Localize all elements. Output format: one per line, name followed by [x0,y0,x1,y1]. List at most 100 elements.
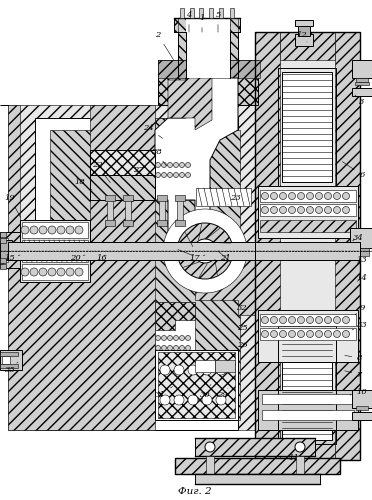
Circle shape [155,346,160,350]
Bar [298,24,310,36]
Bar [8,242,255,260]
Circle shape [21,268,29,276]
Circle shape [295,442,305,452]
Bar [155,302,195,357]
Bar [175,195,185,201]
Polygon shape [35,260,238,430]
Circle shape [262,316,269,324]
Bar [123,195,133,201]
Bar [352,390,372,408]
Text: 10: 10 [350,388,368,396]
Bar [175,458,340,474]
Bar [2,356,10,364]
Bar [258,390,358,430]
Text: 3: 3 [355,95,365,106]
Polygon shape [155,118,195,155]
Bar [255,242,360,260]
Polygon shape [280,430,335,460]
Circle shape [188,395,198,405]
Circle shape [167,162,173,168]
Circle shape [75,268,83,276]
Polygon shape [195,260,255,315]
Circle shape [307,206,314,214]
Circle shape [186,336,190,340]
Bar [159,200,165,222]
Circle shape [216,395,226,405]
Bar [195,474,320,484]
Polygon shape [155,350,238,420]
Bar [155,118,195,200]
Bar [355,82,369,85]
Bar [178,18,186,78]
Circle shape [279,330,286,338]
Bar [0,238,6,243]
Bar [123,220,133,226]
Circle shape [334,192,340,200]
Circle shape [174,395,184,405]
Text: 9: 9 [355,304,365,315]
Bar [180,8,184,18]
Polygon shape [335,32,360,460]
Circle shape [161,336,167,340]
Bar [215,360,235,372]
Circle shape [202,365,212,375]
Bar [0,238,8,262]
Bar [105,220,115,226]
Circle shape [57,226,65,234]
Bar [209,8,213,18]
Circle shape [343,206,350,214]
Text: 1: 1 [199,14,205,32]
Text: 18: 18 [75,178,92,190]
Circle shape [174,365,184,375]
Circle shape [48,268,56,276]
Bar [260,204,356,216]
Text: 26: 26 [237,341,247,349]
Text: 5: 5 [215,11,221,32]
Text: 34: 34 [353,234,363,242]
Bar [107,200,113,222]
Bar [352,60,372,78]
Text: 31: 31 [155,386,173,399]
Circle shape [180,172,185,178]
Bar [255,32,360,460]
Circle shape [289,192,295,200]
Bar [278,326,336,444]
Text: 33: 33 [352,321,368,330]
Circle shape [205,442,215,452]
Polygon shape [8,105,255,242]
Circle shape [279,206,286,214]
Text: 24: 24 [142,124,163,138]
Text: 8: 8 [345,354,363,362]
Polygon shape [90,175,155,200]
Bar [0,232,6,237]
Bar [8,242,258,260]
Circle shape [315,316,323,324]
Bar [356,78,368,82]
Polygon shape [8,260,255,430]
Circle shape [155,336,160,340]
Bar [174,18,240,32]
Bar [278,68,336,186]
Text: 19: 19 [4,194,21,218]
Bar [356,406,368,410]
Bar [0,240,12,260]
Polygon shape [280,32,335,60]
Text: 15: 15 [4,254,20,262]
Bar [22,264,88,280]
Bar [125,200,131,222]
Text: 4: 4 [186,11,192,32]
Bar [175,220,185,226]
Text: 21: 21 [219,254,230,262]
Circle shape [155,172,160,178]
Polygon shape [35,118,238,240]
Circle shape [186,162,190,168]
Circle shape [315,206,323,214]
Polygon shape [158,60,260,78]
Circle shape [167,336,173,340]
Circle shape [298,206,305,214]
Text: 7: 7 [345,370,363,379]
Circle shape [39,226,47,234]
Bar [196,188,251,206]
Polygon shape [155,78,238,242]
Circle shape [307,330,314,338]
